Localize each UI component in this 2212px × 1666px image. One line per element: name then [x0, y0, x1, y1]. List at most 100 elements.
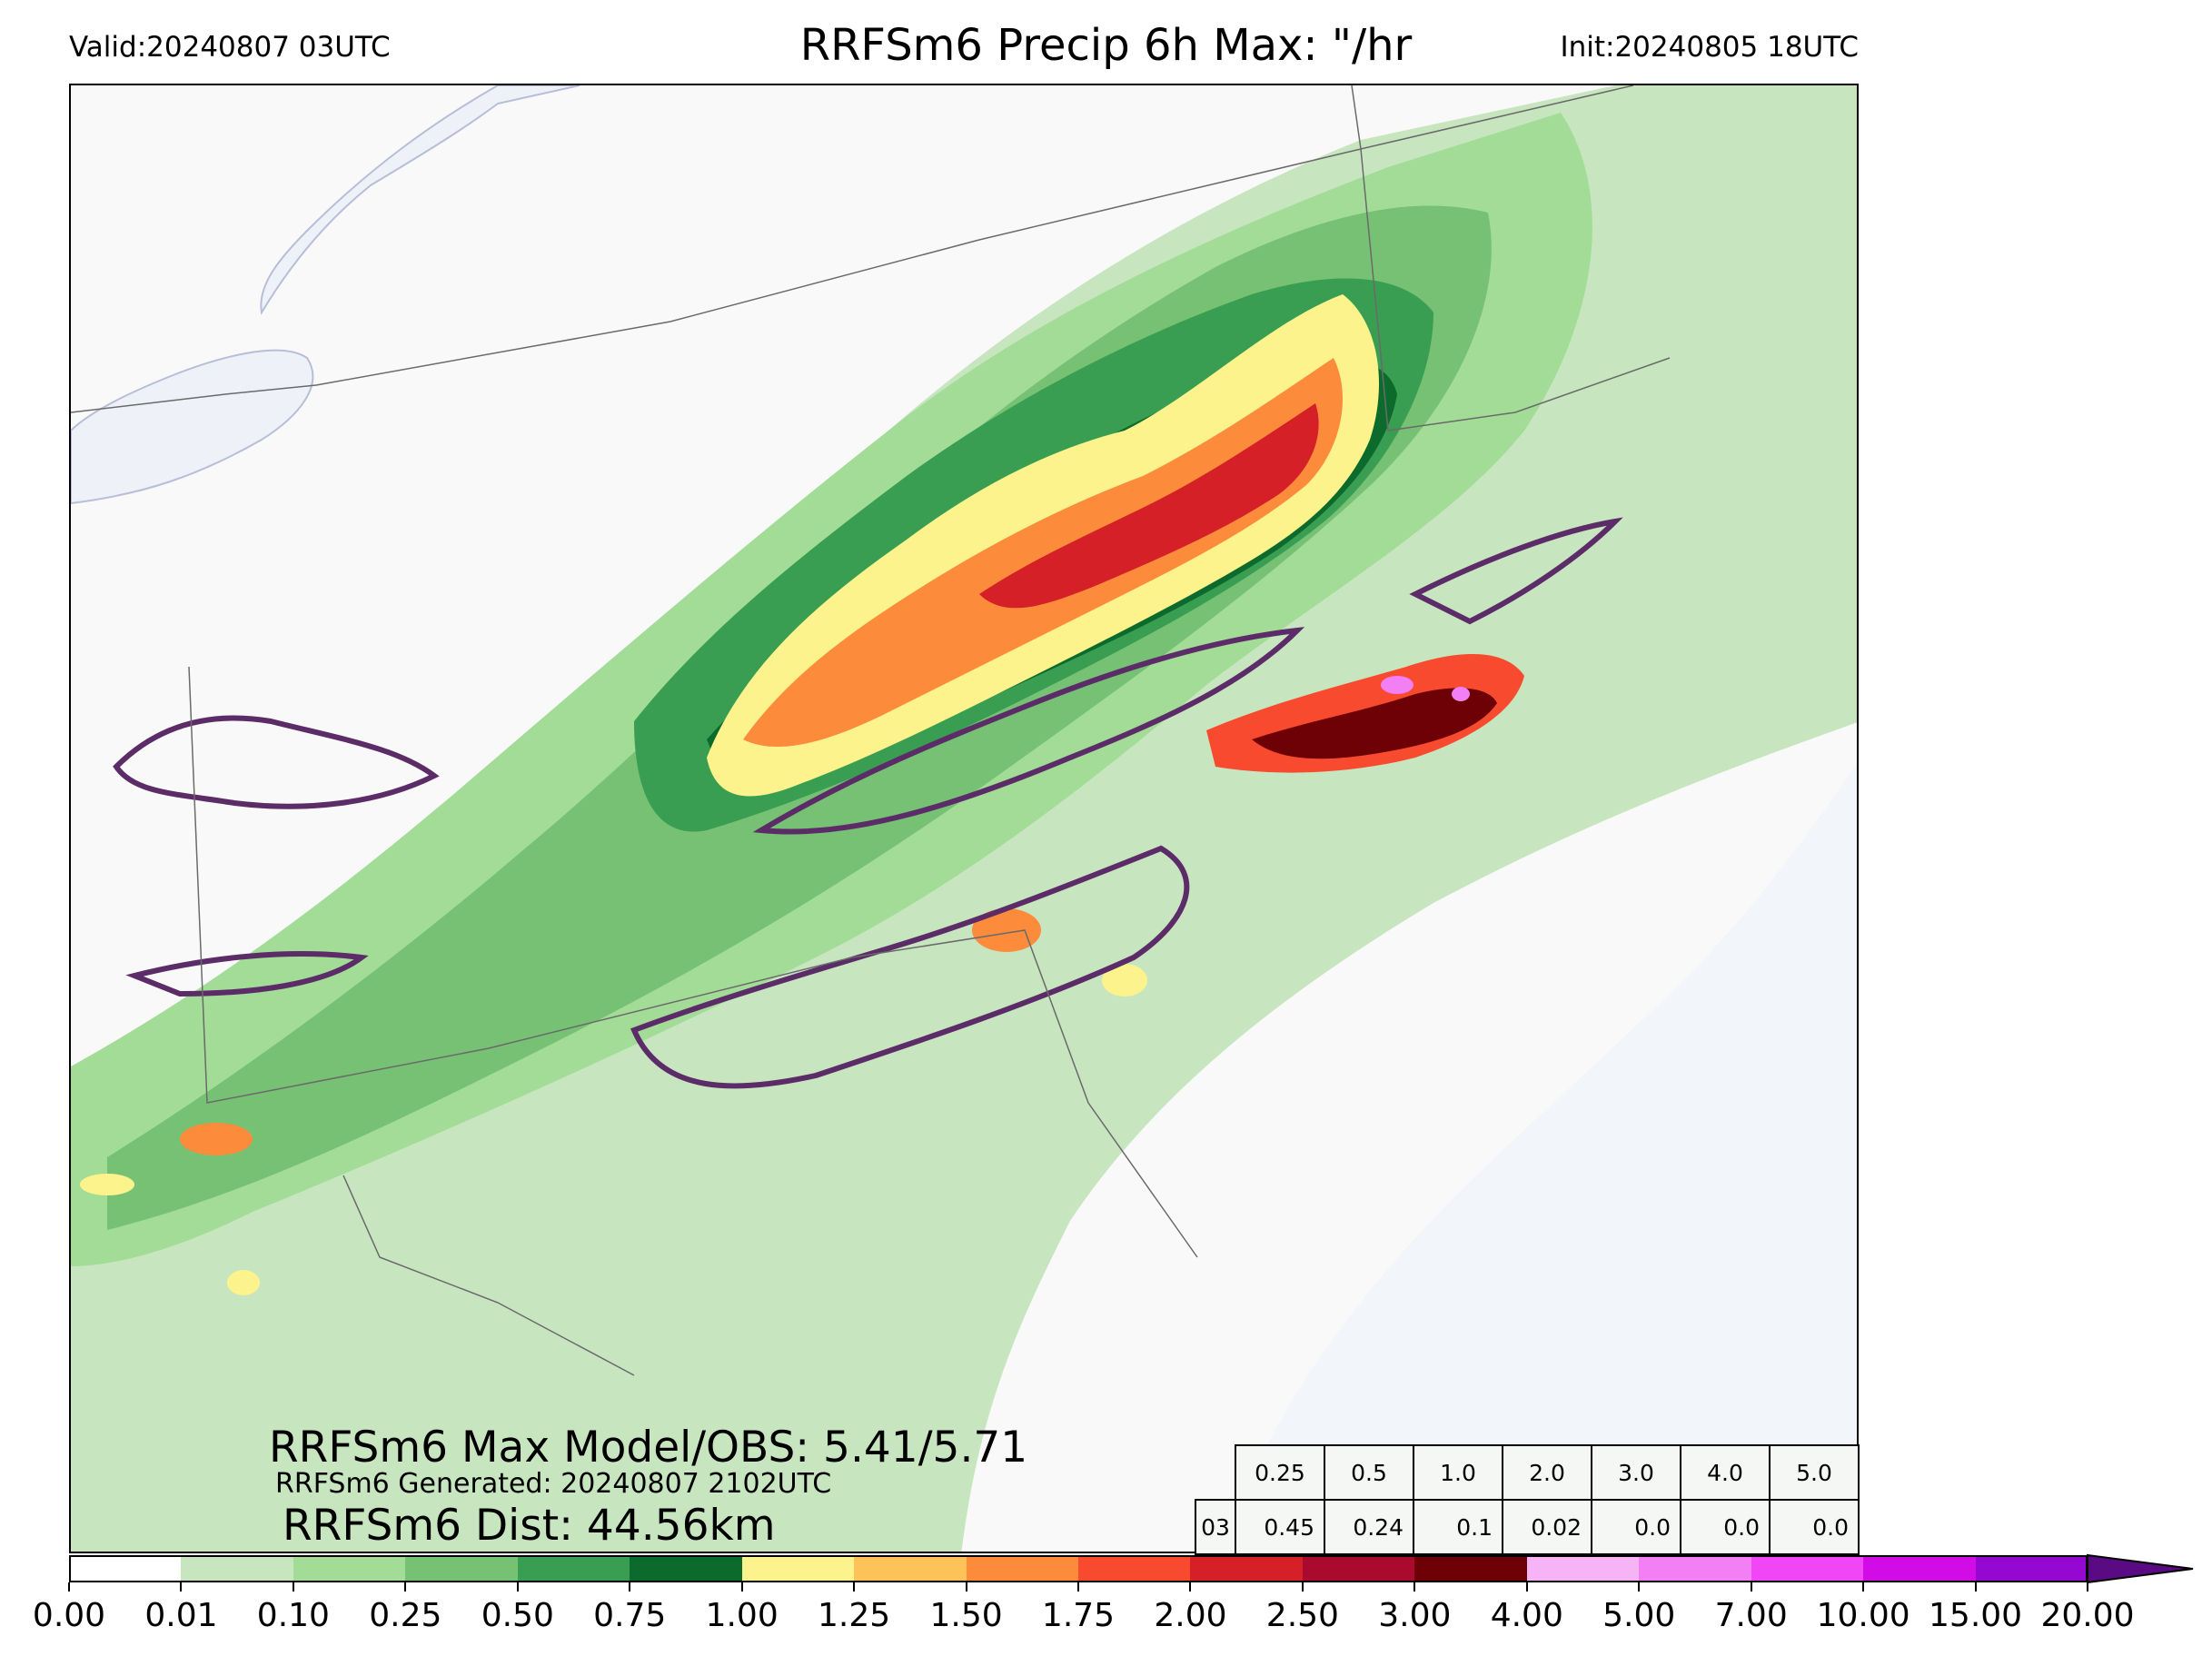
- obs-contour-ne: [1409, 517, 1623, 625]
- colorbar-tick: [1862, 1582, 1865, 1592]
- threshold-value-cell: 0.24: [1324, 1499, 1414, 1555]
- colorbar-tick-label: 0.75: [593, 1597, 667, 1634]
- precip-map: [71, 85, 1857, 1552]
- colorbar-tick-label: 0.25: [369, 1597, 442, 1634]
- threshold-header-cell: 5.0: [1769, 1444, 1860, 1501]
- colorbar-segment: [517, 1555, 631, 1582]
- precip-core-red: [979, 403, 1319, 609]
- threshold-row-label: 03: [1195, 1499, 1236, 1555]
- colorbar-tick: [516, 1582, 519, 1592]
- threshold-value-cell: 0.1: [1413, 1499, 1503, 1555]
- colorbar-tick: [1638, 1582, 1641, 1592]
- colorbar-segment: [966, 1555, 1079, 1582]
- threshold-header-cell: 2.0: [1502, 1444, 1592, 1501]
- colorbar-tick: [965, 1582, 967, 1592]
- colorbar-segment: [69, 1555, 183, 1582]
- state-border-5: [1360, 148, 1671, 431]
- colorbar-segment: [630, 1555, 743, 1582]
- colorbar-tick: [1413, 1582, 1416, 1592]
- state-border-4: [851, 929, 1198, 1258]
- colorbar-extend-arrow: [2087, 1553, 2194, 1584]
- colorbar-tick: [68, 1582, 70, 1592]
- threshold-header-cell: 0.5: [1324, 1444, 1414, 1501]
- precip-cell-mid1: [972, 908, 1041, 952]
- colorbar-tick-label: 1.50: [929, 1597, 1003, 1634]
- colorbar-tick: [1525, 1582, 1528, 1592]
- colorbar-segment: [1639, 1555, 1752, 1582]
- colorbar-segment: [1526, 1555, 1641, 1582]
- threshold-value-cell: 0.45: [1235, 1499, 1325, 1555]
- colorbar-tick-label: 10.00: [1816, 1597, 1910, 1634]
- colorbar-tick-label: 0.50: [481, 1597, 554, 1634]
- precip-ne-dark: [1252, 688, 1497, 759]
- precip-peak-1: [1381, 676, 1413, 694]
- state-border-3: [188, 666, 853, 1104]
- colorbar-tick-label: 0.01: [144, 1597, 218, 1634]
- colorbar-tick-label: 0.00: [32, 1597, 106, 1634]
- precip-cell-mid2: [1102, 964, 1147, 997]
- colorbar-tick-label: 2.00: [1154, 1597, 1227, 1634]
- colorbar-tick-label: 1.75: [1041, 1597, 1116, 1634]
- precip-core-orange: [743, 358, 1343, 748]
- threshold-value-cell: 0.0: [1769, 1499, 1860, 1555]
- colorbar-segment: [1414, 1555, 1528, 1582]
- colorbar-tick-label: 2.50: [1265, 1597, 1339, 1634]
- state-border-2: [315, 148, 1362, 386]
- state-border-7: [342, 1175, 635, 1376]
- threshold-header-cell: 0.25: [1235, 1444, 1325, 1501]
- threshold-header-cell: 4.0: [1680, 1444, 1771, 1501]
- threshold-value-cell: 0.0: [1591, 1499, 1681, 1555]
- lake-ontario: [71, 349, 314, 505]
- colorbar-tick: [1077, 1582, 1079, 1592]
- threshold-value-cell: 0.0: [1680, 1499, 1771, 1555]
- colorbar-segment: [1078, 1555, 1192, 1582]
- colorbar-tick-label: 7.00: [1714, 1597, 1788, 1634]
- threshold-header-cell: 1.0: [1413, 1444, 1503, 1501]
- threshold-value-cell: 0.02: [1502, 1499, 1592, 1555]
- colorbar-tick: [1301, 1582, 1304, 1592]
- atlantic-ocean: [1225, 762, 1857, 1552]
- threshold-header-cell: 3.0: [1591, 1444, 1681, 1501]
- colorbar-tick-label: 20.00: [2040, 1597, 2135, 1634]
- obs-contour-sw: [125, 951, 369, 997]
- precip-map-panel: [69, 84, 1859, 1553]
- max-model-obs-label: RRFSm6 Max Model/OBS: 5.41/5.71: [269, 1423, 1028, 1473]
- colorbar-tick: [1750, 1582, 1752, 1592]
- colorbar-tick: [2087, 1582, 2088, 1592]
- colorbar-tick: [853, 1582, 856, 1592]
- colorbar-segment: [1302, 1555, 1416, 1582]
- obs-contour-core: [752, 627, 1305, 835]
- colorbar-segment: [293, 1555, 407, 1582]
- colorbar-tick: [292, 1582, 294, 1592]
- colorbar-segment: [741, 1555, 856, 1582]
- colorbar-tick: [740, 1582, 743, 1592]
- state-border-6: [1351, 85, 1634, 150]
- colorbar-tick: [404, 1582, 407, 1592]
- colorbar-tick: [180, 1582, 183, 1592]
- colorbar-segment: [405, 1555, 519, 1582]
- colorbar-tick: [629, 1582, 631, 1592]
- colorbar-segment: [1863, 1555, 1977, 1582]
- colorbar-extend-triangle: [2087, 1553, 2194, 1584]
- state-border-1: [71, 384, 317, 413]
- colorbar-tick-label: 0.10: [256, 1597, 330, 1634]
- distance-label: RRFSm6 Dist: 44.56km: [283, 1501, 776, 1551]
- colorbar-segment: [181, 1555, 294, 1582]
- precip-cell-sw3: [227, 1270, 260, 1295]
- precip-peak-2: [1452, 687, 1470, 701]
- colorbar-tick-label: 1.00: [705, 1597, 779, 1634]
- colorbar-tick-label: 1.25: [818, 1597, 891, 1634]
- colorbar-tick-label: 15.00: [1929, 1597, 2023, 1634]
- precip-cell-sw2: [80, 1174, 134, 1195]
- obs-contour-south: [630, 845, 1190, 1089]
- valid-time-label: Valid:20240807 03UTC: [69, 31, 391, 64]
- colorbar-tick: [1189, 1582, 1192, 1592]
- colorbar: [69, 1555, 2088, 1582]
- colorbar-segment: [854, 1555, 967, 1582]
- obs-contour-west: [113, 715, 440, 809]
- init-time-label: Init:20240805 18UTC: [1560, 31, 1859, 64]
- precip-cell-sw1: [180, 1123, 253, 1155]
- lake-erie-shore: [260, 85, 580, 315]
- colorbar-segment: [1975, 1555, 2088, 1582]
- colorbar-segment: [1751, 1555, 1865, 1582]
